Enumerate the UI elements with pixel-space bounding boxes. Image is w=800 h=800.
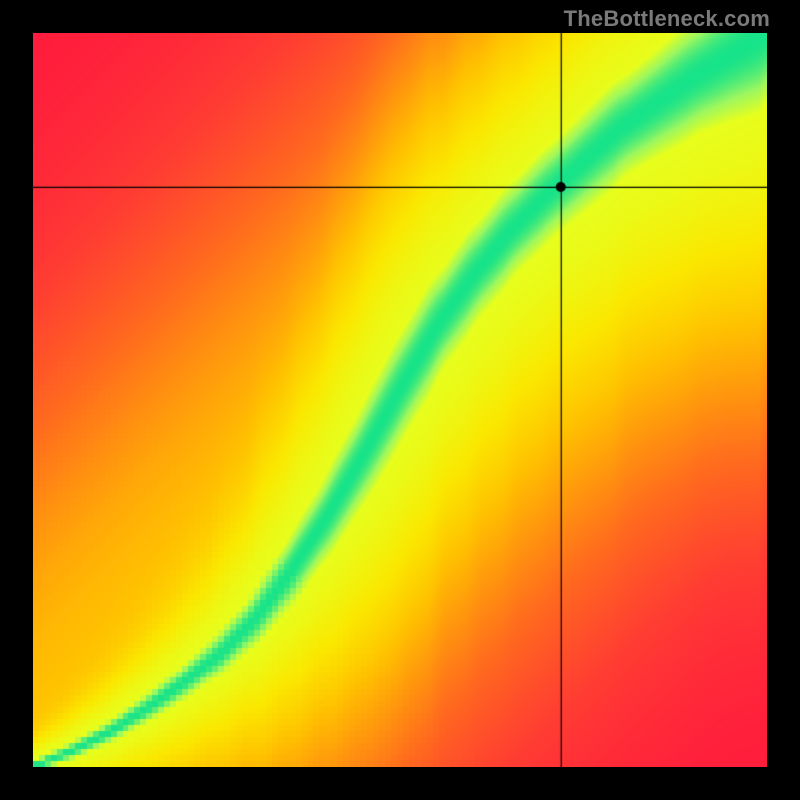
watermark-text: TheBottleneck.com	[564, 6, 770, 32]
heatmap-canvas	[33, 33, 767, 767]
chart-container: TheBottleneck.com	[0, 0, 800, 800]
heatmap-plot	[33, 33, 767, 767]
